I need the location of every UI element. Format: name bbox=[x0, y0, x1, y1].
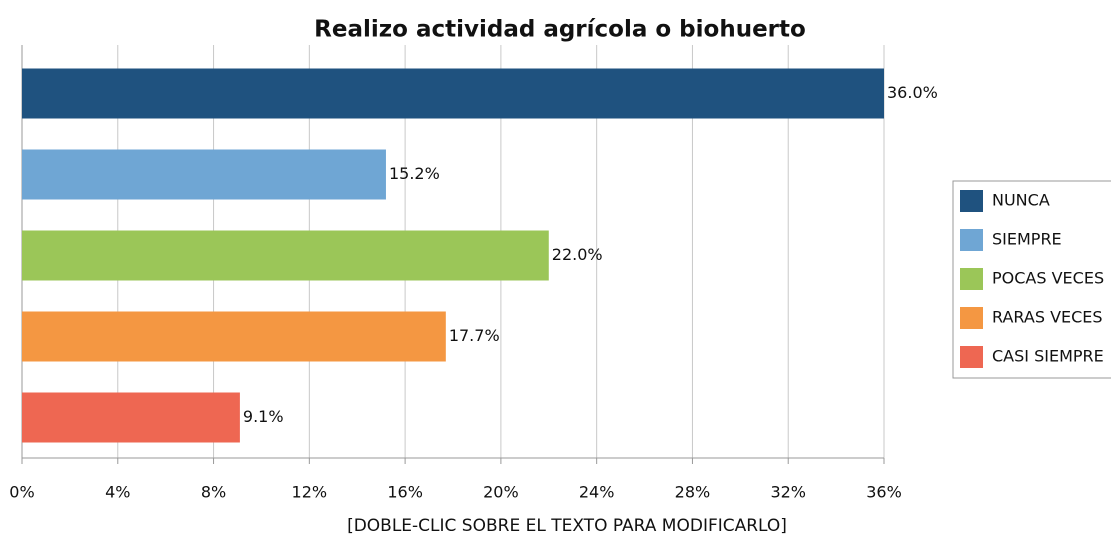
data-label: 15.2% bbox=[389, 164, 440, 183]
legend-swatch bbox=[960, 229, 983, 251]
x-tick-label: 4% bbox=[105, 483, 130, 502]
bar bbox=[22, 149, 386, 200]
legend-swatch bbox=[960, 268, 983, 290]
x-tick-label: 32% bbox=[770, 483, 806, 502]
legend-label: CASI SIEMPRE bbox=[992, 347, 1104, 366]
data-label: 17.7% bbox=[449, 326, 500, 345]
legend-label: POCAS VECES bbox=[992, 269, 1104, 288]
legend-label: SIEMPRE bbox=[992, 230, 1062, 249]
x-tick-label: 20% bbox=[483, 483, 519, 502]
bar bbox=[22, 230, 549, 281]
x-tick-label: 24% bbox=[579, 483, 615, 502]
legend-swatch bbox=[960, 190, 983, 212]
x-tick-label: 28% bbox=[675, 483, 711, 502]
bar bbox=[22, 68, 884, 119]
data-label: 22.0% bbox=[552, 245, 603, 264]
x-tick-label: 36% bbox=[866, 483, 902, 502]
x-tick-label: 12% bbox=[292, 483, 328, 502]
x-tick-label: 0% bbox=[9, 483, 34, 502]
chart-title: Realizo actividad agrícola o biohuerto bbox=[314, 17, 806, 43]
bar bbox=[22, 392, 240, 443]
bar bbox=[22, 311, 446, 362]
legend-swatch bbox=[960, 307, 983, 329]
data-label: 9.1% bbox=[243, 407, 284, 426]
legend-label: RARAS VECES bbox=[992, 308, 1103, 327]
x-tick-label: 16% bbox=[387, 483, 423, 502]
x-axis-title: [DOBLE-CLIC SOBRE EL TEXTO PARA MODIFICA… bbox=[347, 516, 787, 536]
legend-swatch bbox=[960, 346, 983, 368]
data-label: 36.0% bbox=[887, 83, 938, 102]
x-tick-label: 8% bbox=[201, 483, 226, 502]
legend-label: NUNCA bbox=[992, 191, 1050, 210]
